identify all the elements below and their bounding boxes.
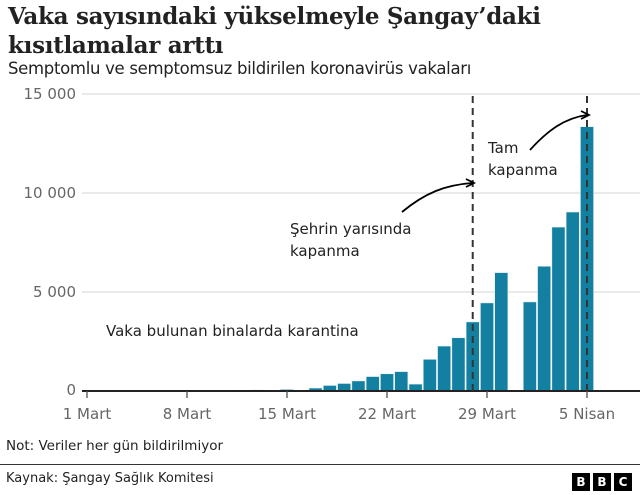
bar bbox=[365, 376, 380, 392]
bar bbox=[422, 359, 437, 392]
y-tick-label: 0 bbox=[66, 381, 76, 399]
bar bbox=[408, 383, 423, 392]
bar bbox=[537, 265, 552, 392]
x-tick-label: 29 Mart bbox=[457, 405, 517, 423]
bar bbox=[380, 373, 394, 392]
event-lines bbox=[471, 96, 588, 391]
bar bbox=[565, 211, 580, 392]
annotation-line: Şehrin yarısında bbox=[290, 220, 412, 238]
source-text: Kaynak: Şangay Sağlık Komitesi bbox=[6, 471, 214, 486]
x-tick-label: 22 Mart bbox=[357, 405, 417, 423]
chart-subtitle: Semptomlu ve semptomsuz bildirilen koron… bbox=[8, 59, 472, 78]
annotation-building-quarantine: Vaka bulunan binalarda karantina bbox=[106, 322, 359, 340]
x-axis bbox=[82, 390, 640, 398]
footer-divider bbox=[0, 464, 640, 465]
logo-block: C bbox=[614, 473, 632, 491]
x-tick-label: 1 Mart bbox=[62, 405, 112, 423]
bar bbox=[337, 383, 352, 392]
chart-title: Vaka sayısındaki yükselmeyle Şangay’daki… bbox=[8, 3, 541, 59]
x-tick-label: 15 Mart bbox=[257, 405, 317, 423]
x-tick-label: 5 Nisan bbox=[558, 405, 616, 423]
annotation-full-lockdown: Tam kapanma bbox=[488, 137, 558, 181]
y-tick-label: 15 000 bbox=[23, 85, 77, 103]
bars bbox=[80, 126, 594, 392]
arrow-full-lockdown-icon bbox=[529, 114, 588, 151]
bar bbox=[551, 226, 566, 392]
bbc-logo: B B C bbox=[572, 473, 632, 491]
bar bbox=[522, 301, 537, 392]
annotation-arrows bbox=[401, 110, 592, 213]
bar bbox=[394, 371, 409, 392]
annotation-half-city: Şehrin yarısında kapanma bbox=[290, 218, 411, 262]
bar bbox=[465, 321, 480, 392]
annotation-line: kapanma bbox=[488, 161, 558, 179]
arrow-half-city-icon bbox=[401, 182, 473, 213]
annotation-line: kapanma bbox=[290, 242, 360, 260]
x-tick-label: 8 Mart bbox=[162, 405, 212, 423]
bar bbox=[437, 345, 452, 392]
bar bbox=[494, 272, 509, 392]
y-tick-label: 10 000 bbox=[23, 184, 77, 202]
logo-block: B bbox=[593, 473, 611, 491]
bar bbox=[351, 380, 366, 392]
y-tick-label: 5 000 bbox=[33, 283, 76, 301]
footnote: Not: Veriler her gün bildirilmiyor bbox=[6, 438, 224, 454]
bar bbox=[480, 302, 494, 392]
annotation-line: Tam bbox=[488, 139, 519, 157]
logo-block: B bbox=[572, 473, 590, 491]
bar bbox=[451, 337, 466, 392]
